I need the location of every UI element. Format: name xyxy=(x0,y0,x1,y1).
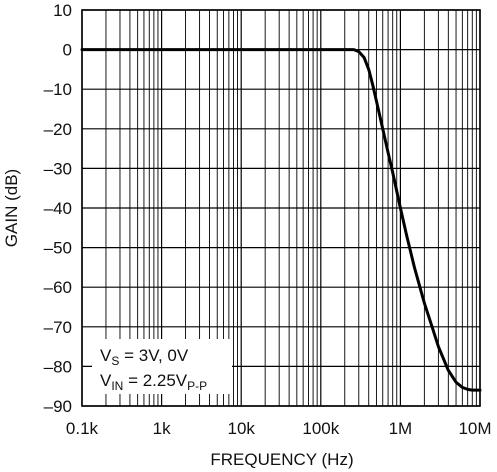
y-axis-title: GAIN (dB) xyxy=(2,169,21,247)
y-tick-label: –10 xyxy=(44,80,72,99)
y-tick-label: –40 xyxy=(44,199,72,218)
x-axis-title: FREQUENCY (Hz) xyxy=(210,450,353,469)
x-tick-label: 0.1k xyxy=(66,419,99,438)
annotation-line-1: VS = 3V, 0V xyxy=(100,346,189,368)
x-tick-label: 10k xyxy=(227,419,255,438)
series-group xyxy=(80,48,482,392)
y-tick-label: –70 xyxy=(44,318,72,337)
plot-border xyxy=(81,9,481,407)
annotation-box xyxy=(92,339,232,394)
x-tick-label: 1M xyxy=(389,419,413,438)
x-tick-label: 10M xyxy=(458,419,491,438)
y-tick-label: –50 xyxy=(44,239,72,258)
y-tick-label: –20 xyxy=(44,120,72,139)
y-tick-label: 0 xyxy=(63,41,72,60)
x-tick-label: 100k xyxy=(302,419,339,438)
y-tick-labels: 10 0 –10 –20 –30 –40 –50 –60 –70 –80 –90 xyxy=(44,1,72,416)
y-tick-label: –60 xyxy=(44,278,72,297)
y-tick-label: –90 xyxy=(44,397,72,416)
y-tick-label: –30 xyxy=(44,159,72,178)
x-tick-label: 1k xyxy=(153,419,171,438)
series-line-0 xyxy=(80,48,482,392)
y-tick-label: 10 xyxy=(53,1,72,20)
y-tick-label: –80 xyxy=(44,357,72,376)
annotation-line-2: VIN = 2.25VP-P xyxy=(100,371,207,393)
plot-frame xyxy=(81,9,481,407)
x-tick-labels: 0.1k 1k 10k 100k 1M 10M xyxy=(66,419,492,438)
